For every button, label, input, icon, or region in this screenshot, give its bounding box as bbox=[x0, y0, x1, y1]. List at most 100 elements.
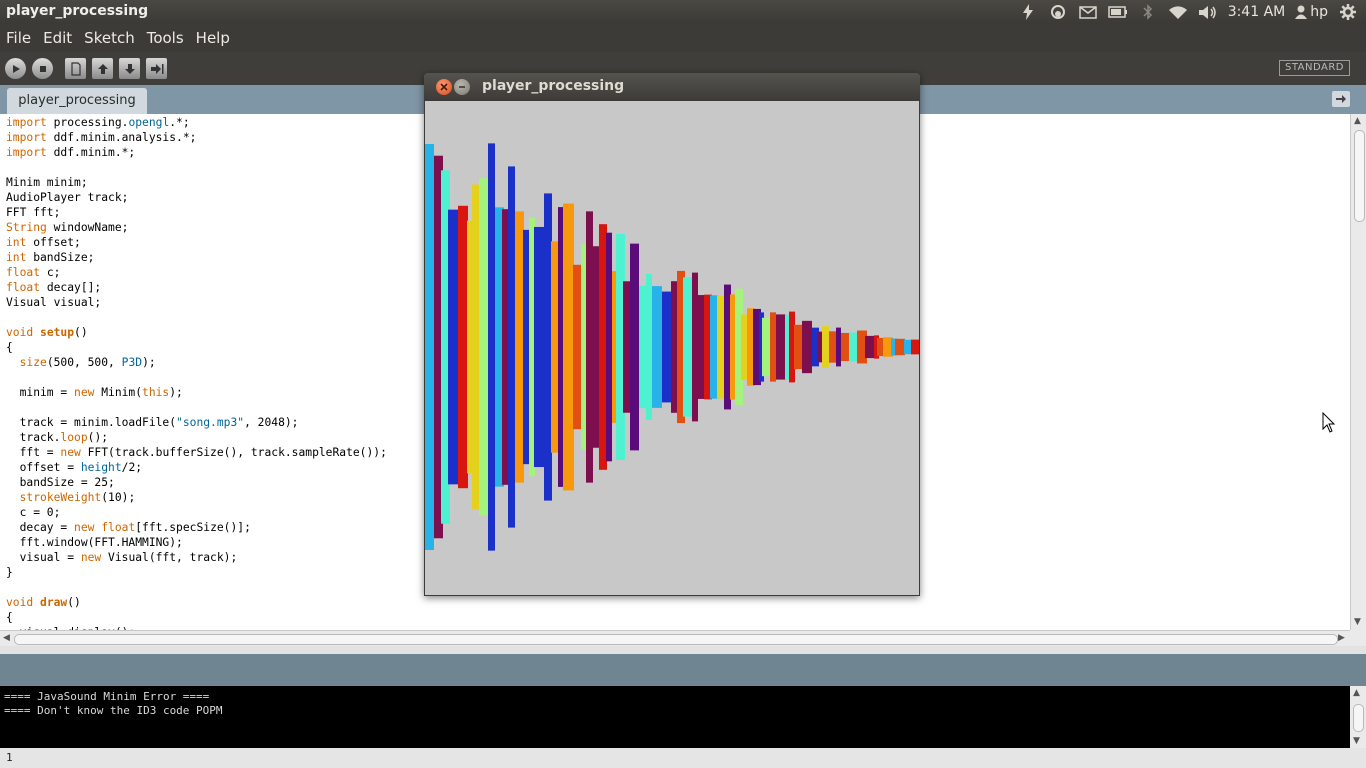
mode-selector[interactable]: STANDARD bbox=[1278, 60, 1350, 76]
stop-icon bbox=[39, 65, 46, 72]
fft-band-bar bbox=[652, 286, 662, 408]
editor-horizontal-scrollbar[interactable]: ◀ ▶ bbox=[0, 630, 1350, 647]
sketch-window[interactable]: player_processing bbox=[424, 73, 920, 596]
fft-band-bar bbox=[776, 314, 786, 380]
fft-band-bar bbox=[467, 220, 474, 474]
sketch-titlebar[interactable]: player_processing bbox=[424, 73, 920, 101]
editor-vertical-scrollbar[interactable]: ▲ ▼ bbox=[1350, 114, 1366, 630]
open-icon bbox=[97, 63, 108, 74]
fft-band-bar bbox=[616, 233, 625, 461]
fft-band-bar bbox=[544, 193, 552, 501]
fft-band-bar bbox=[822, 326, 829, 368]
export-button[interactable] bbox=[146, 58, 167, 79]
fft-band-bar bbox=[883, 337, 893, 357]
fft-band-bar bbox=[704, 294, 712, 400]
fft-band-bar bbox=[448, 209, 458, 485]
lightning-icon[interactable] bbox=[1018, 4, 1038, 20]
open-button[interactable] bbox=[92, 58, 113, 79]
window-minimize-button[interactable] bbox=[454, 79, 470, 95]
code-text[interactable]: import processing.opengl.*; import ddf.m… bbox=[6, 116, 387, 630]
fft-band-bar bbox=[488, 143, 495, 551]
fft-band-bar bbox=[785, 314, 791, 380]
user-menu[interactable]: hp bbox=[1295, 4, 1328, 20]
tab-player-processing[interactable]: player_processing bbox=[7, 88, 147, 114]
bluetooth-icon[interactable] bbox=[1138, 4, 1158, 20]
fft-band-bar bbox=[818, 331, 824, 363]
console-line: ==== Don't know the ID3 code POPM bbox=[4, 704, 223, 717]
scroll-left-icon[interactable]: ◀ bbox=[3, 633, 10, 643]
fft-band-bar bbox=[495, 207, 504, 487]
menu-help[interactable]: Help bbox=[195, 29, 230, 47]
clock[interactable]: 3:41 AM bbox=[1227, 4, 1286, 20]
console-scrollbar[interactable]: ▲ ▼ bbox=[1350, 686, 1366, 748]
scroll-thumb[interactable] bbox=[14, 634, 1338, 645]
user-icon bbox=[1295, 5, 1308, 19]
run-icon bbox=[12, 64, 20, 73]
scroll-right-icon[interactable]: ▶ bbox=[1338, 633, 1345, 643]
fft-band-bar bbox=[717, 295, 726, 399]
menu-file[interactable]: File bbox=[6, 29, 32, 47]
fft-band-bar bbox=[747, 308, 755, 386]
network-icon[interactable] bbox=[1048, 4, 1068, 20]
fft-band-bar bbox=[523, 229, 529, 465]
volume-icon[interactable] bbox=[1198, 4, 1218, 20]
fft-band-bar bbox=[612, 271, 618, 423]
fft-band-bar bbox=[623, 281, 630, 413]
menu-sketch[interactable]: Sketch bbox=[84, 29, 135, 47]
pane-splitter[interactable] bbox=[0, 646, 1366, 654]
menubar: File Edit Sketch Tools Help bbox=[0, 24, 1366, 52]
fft-band-bar bbox=[639, 285, 647, 409]
fft-band-bar bbox=[829, 331, 836, 363]
scroll-thumb[interactable] bbox=[1353, 704, 1364, 732]
stop-button[interactable] bbox=[32, 58, 53, 79]
new-icon bbox=[70, 61, 81, 76]
arrow-right-icon bbox=[1336, 95, 1346, 103]
fft-band-bar bbox=[662, 291, 671, 403]
fft-band-bar bbox=[630, 243, 639, 451]
minimize-icon bbox=[459, 86, 465, 88]
fft-band-bar bbox=[741, 314, 748, 380]
scroll-up-icon[interactable]: ▲ bbox=[1354, 116, 1361, 126]
fft-band-bar bbox=[646, 273, 652, 421]
fft-band-bar bbox=[558, 207, 565, 487]
fft-band-bar bbox=[458, 205, 468, 489]
run-button[interactable] bbox=[5, 58, 26, 79]
sketch-canvas[interactable] bbox=[425, 101, 919, 595]
fft-band-bar bbox=[551, 241, 558, 453]
fft-band-bar bbox=[698, 295, 705, 399]
sketch-window-title: player_processing bbox=[482, 78, 625, 94]
wifi-icon[interactable] bbox=[1168, 4, 1188, 20]
fft-band-bar bbox=[581, 244, 588, 450]
scroll-up-icon[interactable]: ▲ bbox=[1353, 688, 1360, 698]
fft-visualization bbox=[425, 143, 919, 551]
fft-band-bar bbox=[812, 327, 819, 367]
fft-band-bar bbox=[671, 281, 679, 413]
menu-tools[interactable]: Tools bbox=[146, 29, 184, 47]
fft-band-bar bbox=[865, 335, 874, 359]
close-icon bbox=[440, 83, 448, 91]
fft-band-bar bbox=[911, 339, 919, 355]
tab-menu-button[interactable] bbox=[1332, 91, 1350, 107]
scroll-thumb[interactable] bbox=[1354, 130, 1365, 222]
battery-icon[interactable] bbox=[1107, 4, 1128, 20]
scroll-down-icon[interactable]: ▼ bbox=[1353, 736, 1360, 746]
gear-icon[interactable] bbox=[1338, 4, 1358, 20]
fft-band-bar bbox=[479, 178, 488, 516]
fft-band-bar bbox=[849, 332, 858, 362]
system-tray: 3:41 AM hp bbox=[1018, 0, 1366, 24]
fft-band-bar bbox=[802, 320, 812, 374]
new-button[interactable] bbox=[65, 58, 86, 79]
fft-band-bar bbox=[441, 170, 450, 524]
mail-icon[interactable] bbox=[1078, 4, 1098, 20]
fft-band-bar bbox=[753, 308, 761, 386]
export-icon bbox=[150, 63, 163, 74]
scroll-down-icon[interactable]: ▼ bbox=[1354, 617, 1361, 627]
line-number: 1 bbox=[6, 751, 13, 764]
fft-band-bar bbox=[857, 330, 867, 364]
console[interactable]: ==== JavaSound Minim Error ==== ==== Don… bbox=[0, 686, 1350, 748]
save-button[interactable] bbox=[119, 58, 140, 79]
top-panel: player_processing 3:41 AM hp bbox=[0, 0, 1366, 24]
menu-edit[interactable]: Edit bbox=[43, 29, 73, 47]
status-line: 1 bbox=[0, 748, 1366, 768]
window-close-button[interactable] bbox=[436, 79, 452, 95]
